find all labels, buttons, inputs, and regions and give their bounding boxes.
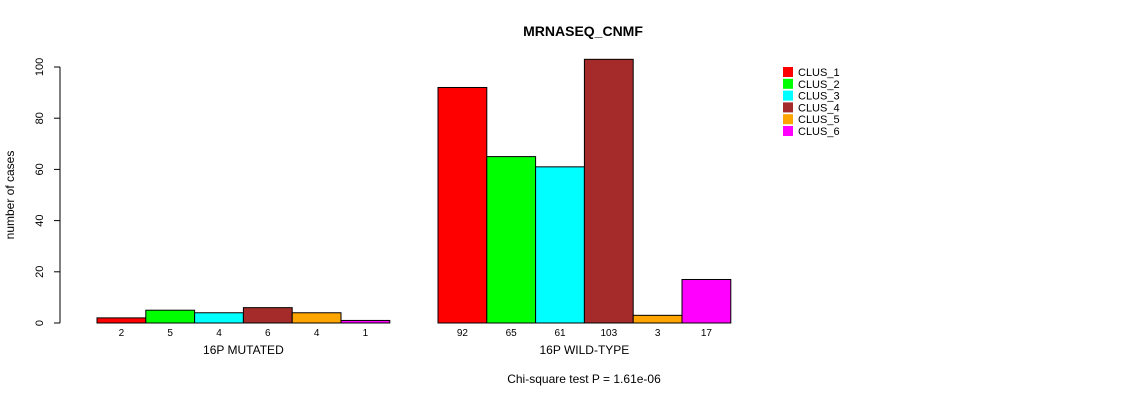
- y-tick-label: 100: [34, 58, 46, 76]
- legend-swatch: [783, 102, 793, 113]
- y-tick-label: 20: [34, 266, 46, 278]
- group-label: 16P MUTATED: [203, 343, 284, 357]
- legend-item: CLUS_5: [783, 114, 840, 126]
- bar-clus-5: [632, 314, 683, 324]
- bar-clus-6: [681, 278, 732, 324]
- bar-value-label: 5: [167, 328, 173, 339]
- y-axis-label: number of cases: [3, 151, 17, 240]
- legend-label: CLUS_1: [798, 67, 840, 79]
- bar-value-label: 61: [554, 328, 566, 339]
- bar-value-label: 4: [216, 328, 222, 339]
- legend-item: CLUS_4: [783, 102, 840, 114]
- legend-item: CLUS_1: [783, 67, 840, 79]
- bar-clus-6: [340, 319, 391, 324]
- bar-value-label: 17: [701, 328, 713, 339]
- bar-value-label: 92: [457, 328, 469, 339]
- bar-clus-1: [437, 86, 488, 324]
- bar-value-label: 4: [314, 328, 320, 339]
- legend-item: CLUS_3: [783, 90, 840, 103]
- y-tick-label: 80: [34, 112, 46, 124]
- legend-label: CLUS_6: [798, 126, 840, 138]
- bar-clus-2: [145, 309, 196, 324]
- bar-value-label: 2: [119, 328, 125, 339]
- bar-value-label: 3: [655, 328, 661, 339]
- y-tick-label: 0: [34, 320, 46, 326]
- legend-swatch: [783, 126, 793, 136]
- footnote: Chi-square test P = 1.61e-06: [507, 372, 661, 386]
- bar-clus-4: [242, 307, 293, 324]
- y-tick-label: 40: [34, 214, 46, 226]
- legend-item: CLUS_2: [783, 78, 840, 91]
- bar-clus-2: [486, 156, 537, 324]
- legend-swatch: [783, 67, 793, 77]
- legend-swatch: [783, 90, 793, 101]
- bar-value-label: 1: [363, 328, 369, 339]
- bar-value-label: 65: [506, 328, 518, 339]
- bar-clus-3: [194, 312, 244, 324]
- legend-label: CLUS_2: [798, 79, 840, 91]
- bar-clus-3: [535, 166, 585, 324]
- chart-title: MRNASEQ_CNMF: [523, 23, 643, 39]
- legend-swatch: [783, 114, 793, 125]
- bar-clus-5: [291, 312, 342, 324]
- legend-item: CLUS_6: [783, 126, 840, 138]
- legend-swatch: [783, 78, 793, 89]
- bar-value-label: 103: [600, 328, 617, 339]
- bar-clus-1: [96, 317, 147, 324]
- legend-label: CLUS_5: [798, 114, 840, 126]
- group-label: 16P WILD-TYPE: [539, 343, 629, 357]
- legend-label: CLUS_4: [798, 102, 840, 114]
- legend-label: CLUS_3: [798, 91, 840, 103]
- y-tick-label: 60: [34, 163, 46, 175]
- bar-clus-4: [583, 58, 634, 324]
- bar-value-label: 6: [265, 328, 271, 339]
